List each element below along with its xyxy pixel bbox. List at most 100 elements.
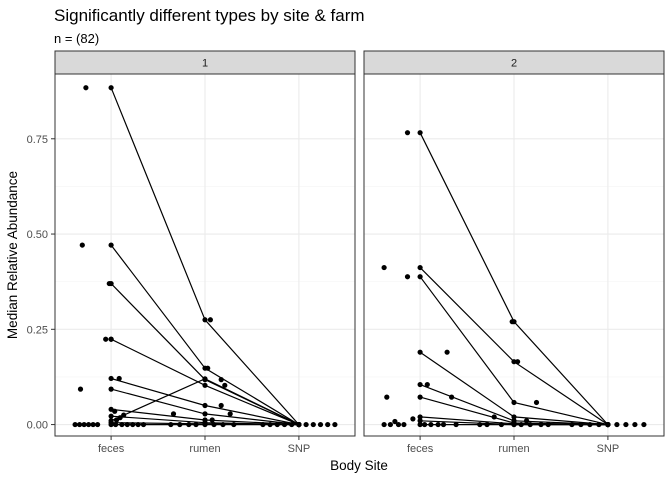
- data-point: [498, 421, 504, 428]
- facet-panel-2: 2 feces rumen SNP: [363, 50, 665, 455]
- data-point: [538, 421, 544, 428]
- data-point: [205, 365, 211, 371]
- data-point: [424, 381, 430, 388]
- data-point: [79, 242, 85, 248]
- data-point: [623, 421, 629, 428]
- data-point: [545, 421, 551, 428]
- data-point: [440, 421, 447, 428]
- data-point: [325, 421, 331, 428]
- data-point: [632, 421, 638, 428]
- data-point: [108, 421, 114, 428]
- data-point: [410, 416, 416, 422]
- data-point: [477, 421, 483, 428]
- data-point: [77, 386, 84, 392]
- data-point: [135, 421, 141, 428]
- data-point: [444, 349, 450, 355]
- data-point: [227, 411, 233, 417]
- data-point: [381, 264, 387, 271]
- data-point: [511, 414, 517, 420]
- data-point: [218, 377, 224, 383]
- data-point: [108, 242, 114, 248]
- data-point: [106, 280, 112, 287]
- data-point: [417, 394, 423, 400]
- data-point: [202, 376, 208, 382]
- x-tick-label: feces: [98, 443, 125, 455]
- data-point: [72, 421, 78, 428]
- data-point: [202, 382, 208, 388]
- strip-label: 2: [511, 58, 517, 70]
- data-point: [511, 399, 517, 406]
- data-point: [404, 274, 411, 280]
- data-point: [428, 421, 434, 428]
- data-point: [108, 375, 114, 382]
- data-point: [515, 359, 521, 365]
- data-point: [484, 421, 490, 428]
- data-point: [81, 421, 87, 428]
- x-tick-label: SNP: [288, 443, 311, 455]
- facet-panel-1: 1 feces rumen SNP 0.00 0.25 0.50 0.75: [27, 50, 356, 455]
- data-point: [392, 418, 398, 425]
- data-point: [274, 421, 280, 428]
- data-point: [518, 421, 524, 428]
- data-point: [218, 402, 224, 409]
- data-point: [417, 418, 423, 424]
- data-point: [86, 421, 92, 428]
- data-point: [202, 317, 208, 323]
- data-point: [267, 421, 273, 428]
- y-tick-label: 0.00: [27, 420, 48, 432]
- data-point: [193, 421, 199, 428]
- x-tick-label: feces: [407, 443, 434, 455]
- data-point: [596, 421, 602, 428]
- data-point: [605, 421, 611, 428]
- data-point: [108, 413, 114, 419]
- data-point: [202, 402, 208, 409]
- y-tick-label: 0.50: [27, 229, 48, 241]
- data-point: [509, 319, 515, 325]
- data-point: [449, 394, 455, 400]
- data-point: [422, 421, 428, 428]
- data-point: [289, 421, 295, 428]
- data-point: [511, 359, 517, 365]
- data-point: [417, 414, 423, 420]
- data-point: [491, 414, 497, 420]
- data-point: [569, 421, 575, 428]
- data-point: [220, 421, 226, 428]
- data-point: [108, 386, 114, 392]
- data-point: [209, 417, 215, 423]
- y-tick-label: 0.75: [27, 134, 48, 146]
- data-point: [207, 317, 213, 323]
- data-point: [317, 421, 324, 428]
- chart-subtitle: n = (82): [54, 31, 99, 46]
- data-point: [211, 421, 217, 428]
- y-axis-title: Median Relative Abundance: [5, 171, 20, 339]
- data-point: [417, 421, 423, 428]
- data-point: [113, 417, 120, 423]
- strip-label: 1: [202, 58, 208, 70]
- data-point: [527, 421, 533, 428]
- data-point: [578, 421, 584, 428]
- data-point: [587, 421, 593, 428]
- data-point: [387, 421, 393, 428]
- data-point: [417, 274, 423, 280]
- data-point: [103, 336, 109, 342]
- data-point: [614, 421, 620, 428]
- data-point: [90, 421, 96, 428]
- data-point: [231, 421, 237, 428]
- data-point: [222, 382, 228, 388]
- data-point: [281, 421, 288, 428]
- chart-title: Significantly different types by site & …: [54, 6, 365, 25]
- data-point: [435, 421, 441, 428]
- data-point: [417, 264, 423, 271]
- data-point: [381, 421, 387, 428]
- data-point: [83, 85, 89, 91]
- data-point: [186, 421, 192, 428]
- data-point: [202, 411, 208, 417]
- data-point: [533, 399, 540, 406]
- data-point: [95, 421, 101, 428]
- data-point: [641, 421, 647, 428]
- facet-panels: 1 feces rumen SNP 0.00 0.25 0.50 0.75 2 feces rume…: [27, 50, 665, 455]
- data-point: [384, 394, 390, 400]
- data-point: [113, 421, 119, 428]
- data-point: [124, 421, 130, 428]
